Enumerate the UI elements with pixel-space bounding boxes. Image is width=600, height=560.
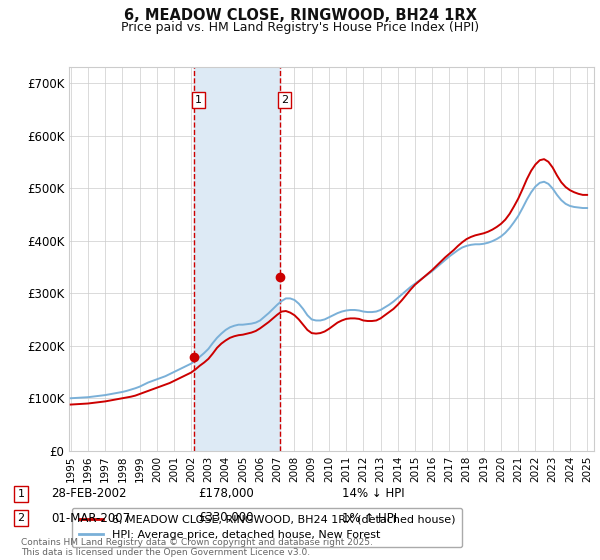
Text: 2: 2 (17, 513, 25, 523)
Text: 1: 1 (17, 489, 25, 499)
Text: 6, MEADOW CLOSE, RINGWOOD, BH24 1RX: 6, MEADOW CLOSE, RINGWOOD, BH24 1RX (124, 8, 476, 24)
Legend: 6, MEADOW CLOSE, RINGWOOD, BH24 1RX (detached house), HPI: Average price, detach: 6, MEADOW CLOSE, RINGWOOD, BH24 1RX (det… (72, 508, 462, 547)
Text: 1% ↑ HPI: 1% ↑ HPI (342, 511, 397, 525)
Text: 01-MAR-2007: 01-MAR-2007 (51, 511, 130, 525)
Text: 14% ↓ HPI: 14% ↓ HPI (342, 487, 404, 501)
Text: Contains HM Land Registry data © Crown copyright and database right 2025.
This d: Contains HM Land Registry data © Crown c… (21, 538, 373, 557)
Text: £330,000: £330,000 (198, 511, 254, 525)
Text: Price paid vs. HM Land Registry's House Price Index (HPI): Price paid vs. HM Land Registry's House … (121, 21, 479, 34)
Bar (194, 67, 280, 451)
Text: 1: 1 (195, 95, 202, 105)
Text: £178,000: £178,000 (198, 487, 254, 501)
Text: 2: 2 (281, 95, 288, 105)
Text: 28-FEB-2002: 28-FEB-2002 (51, 487, 127, 501)
